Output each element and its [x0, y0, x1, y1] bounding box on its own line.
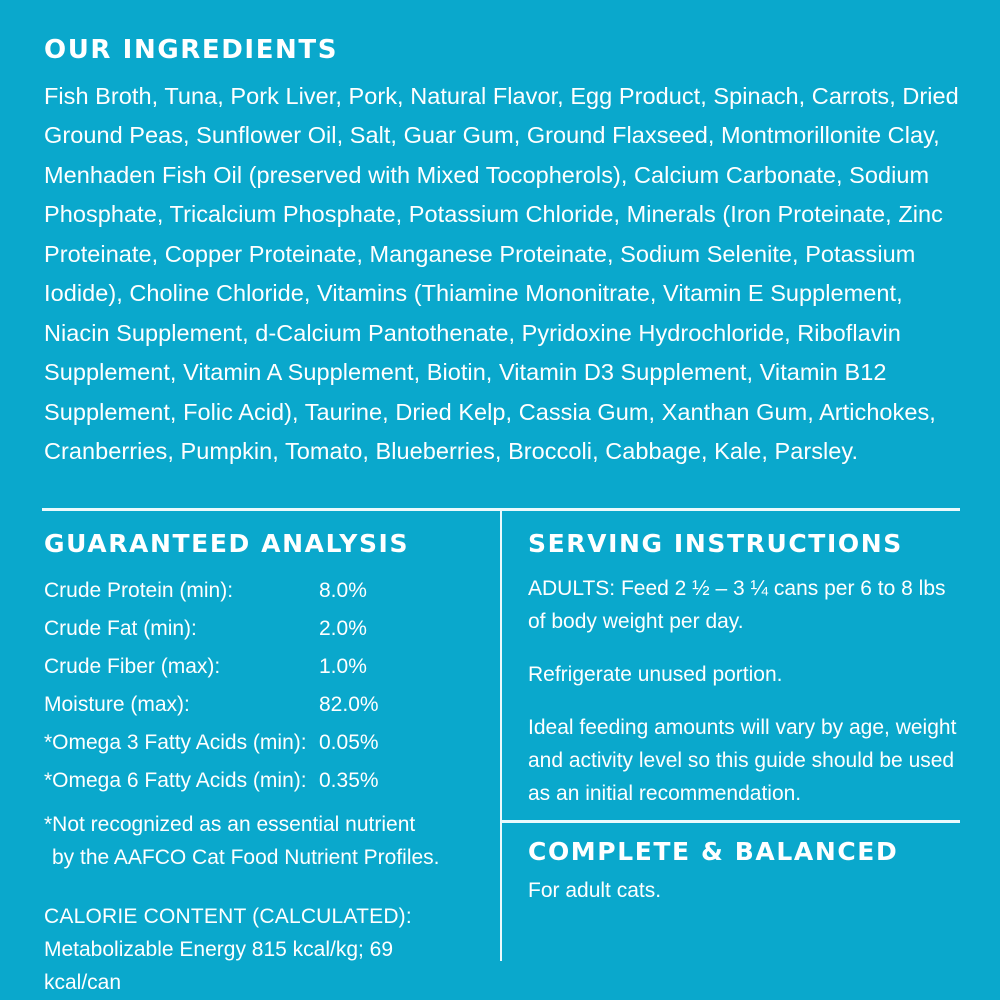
table-row: Crude Fat (min): 2.0%: [44, 610, 474, 648]
nutrient-label: Crude Fiber (max):: [44, 654, 221, 678]
nutrient-label: *Omega 6 Fatty Acids (min):: [44, 768, 307, 792]
nutrient-value: 0.35%: [319, 768, 379, 792]
nutrient-value: 2.0%: [319, 616, 367, 640]
complete-balanced-heading: COMPLETE & BALANCED: [528, 837, 899, 866]
table-row: Crude Protein (min): 8.0%: [44, 572, 474, 610]
calorie-content-block: CALORIE CONTENT (CALCULATED): Metaboliza…: [44, 900, 474, 999]
nutrient-value: 8.0%: [319, 578, 367, 602]
nutrient-label: Moisture (max):: [44, 692, 190, 716]
table-row: *Omega 3 Fatty Acids (min): 0.05%: [44, 724, 474, 762]
serving-instructions-guidance: Ideal feeding amounts will vary by age, …: [528, 715, 957, 805]
aafco-footnote: *Not recognized as an essential nutrient…: [44, 808, 474, 874]
nutrient-label: Crude Fat (min):: [44, 616, 197, 640]
guaranteed-analysis-table: Crude Protein (min): 8.0% Crude Fat (min…: [44, 572, 474, 800]
nutrient-label: Crude Protein (min):: [44, 578, 234, 602]
serving-instructions-heading: SERVING INSTRUCTIONS: [528, 529, 903, 558]
calorie-content-title: CALORIE CONTENT (CALCULATED):: [44, 904, 412, 928]
nutrient-value: 82.0%: [319, 692, 379, 716]
complete-balanced-section: COMPLETE & BALANCED For adult cats.: [528, 838, 960, 907]
guaranteed-analysis-heading: GUARANTEED ANALYSIS: [44, 529, 410, 558]
nutrient-value: 1.0%: [319, 654, 367, 678]
ingredients-list-text: Fish Broth, Tuna, Pork Liver, Pork, Natu…: [44, 82, 959, 465]
table-row: Moisture (max): 82.0%: [44, 686, 474, 724]
serving-instructions-section: SERVING INSTRUCTIONS ADULTS: Feed 2 ½ – …: [528, 530, 960, 810]
nutrient-label: *Omega 3 Fatty Acids (min):: [44, 730, 307, 754]
aafco-footnote-line-2: by the AAFCO Cat Food Nutrient Profiles.: [52, 845, 440, 869]
serving-instructions-refrigerate: Refrigerate unused portion.: [528, 662, 783, 686]
guaranteed-analysis-section: GUARANTEED ANALYSIS Crude Protein (min):…: [44, 530, 474, 999]
complete-balanced-subtitle: For adult cats.: [528, 878, 662, 902]
aafco-footnote-line-1: *Not recognized as an essential nutrient: [44, 812, 416, 836]
nutrient-value: 0.05%: [319, 730, 379, 754]
horizontal-divider-right: [500, 820, 960, 823]
vertical-divider: [500, 509, 502, 961]
calorie-content-value: Metabolizable Energy 815 kcal/kg; 69 kca…: [44, 937, 394, 994]
serving-instructions-adults: ADULTS: Feed 2 ½ – 3 ¼ cans per 6 to 8 l…: [528, 576, 946, 633]
table-row: Crude Fiber (max): 1.0%: [44, 648, 474, 686]
ingredients-heading: OUR INGREDIENTS: [44, 35, 339, 65]
ingredients-section: OUR INGREDIENTS Fish Broth, Tuna, Pork L…: [44, 36, 972, 472]
table-row: *Omega 6 Fatty Acids (min): 0.35%: [44, 762, 474, 800]
